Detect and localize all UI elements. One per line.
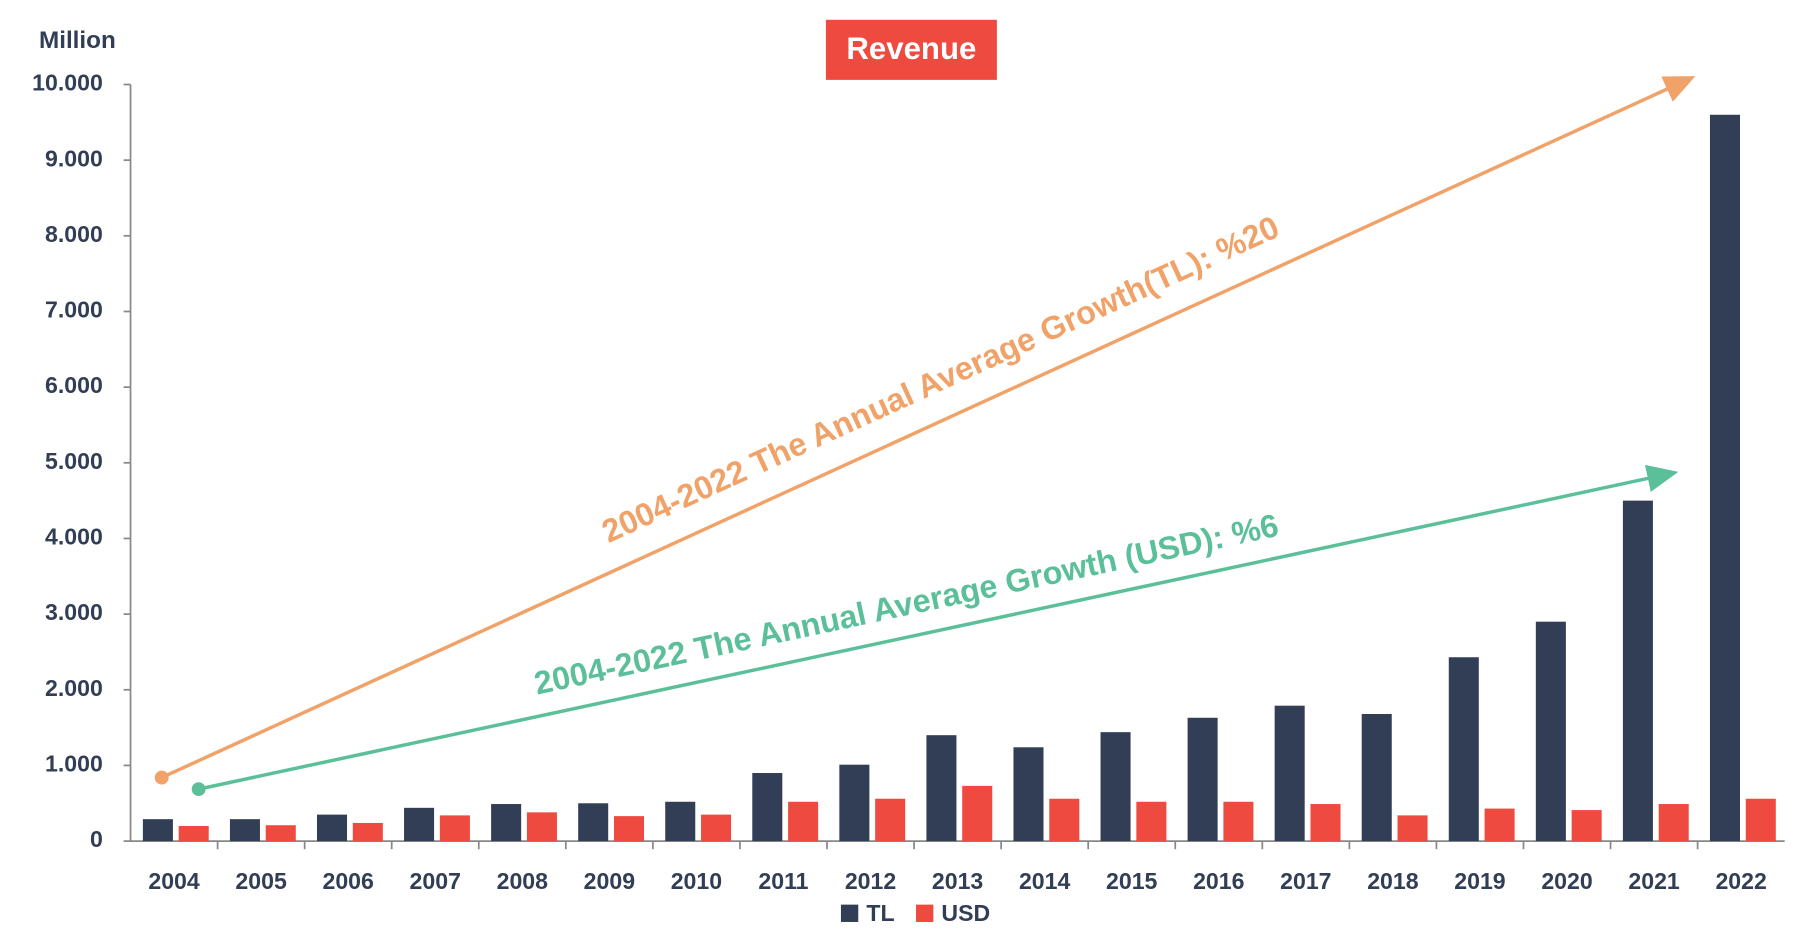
x-tick-label: 2020 [1541,868,1592,894]
x-tick-label: 2004 [148,868,200,894]
bar [1100,732,1131,842]
bar [229,819,260,842]
legend-swatch [916,904,934,922]
bar [1709,114,1740,842]
y-tick-label: 0 [90,826,103,852]
y-tick-label: 9.000 [45,145,103,171]
bar [1274,705,1305,842]
chart-title: Revenue [846,31,976,66]
annotation: 2004-2022 The Annual Average Growth (USD… [531,507,1282,701]
bar [439,815,470,842]
usd-arrow [198,464,1679,791]
legend-label: USD [941,900,990,926]
bar [142,819,173,842]
y-tick-label: 7.000 [45,297,103,323]
x-tick-label: 2007 [410,868,461,894]
bar [578,803,609,842]
usd-arrow-start [191,782,206,797]
y-tick-label: 2.000 [45,675,103,701]
bar [839,764,870,842]
annotation: 2004-2022 The Annual Average Growth(TL):… [596,209,1284,550]
bar [1136,801,1167,842]
bar [1745,798,1776,842]
bar [265,825,296,842]
bar [752,773,783,842]
bar [352,822,383,842]
bar [962,785,993,842]
bar [178,825,209,842]
x-tick-label: 2012 [845,868,896,894]
bar [1622,500,1653,842]
x-tick-label: 2014 [1019,868,1071,894]
legend-swatch [840,904,859,922]
bar [1448,657,1479,842]
title-box [825,19,997,80]
bar [1397,815,1428,842]
bar [1049,798,1080,842]
y-tick-label: 6.000 [45,372,103,398]
y-tick-label: 5.000 [45,448,103,474]
bar [316,814,348,842]
y-tick-label: 1.000 [45,751,103,777]
x-tick-label: 2005 [235,868,287,894]
x-tick-label: 2016 [1193,868,1245,894]
bar [613,816,645,842]
y-tick-label: 10.000 [32,70,103,96]
bar [665,801,696,842]
bar [491,804,522,842]
bar [1658,804,1689,842]
x-tick-label: 2021 [1628,868,1680,894]
bar [701,814,732,842]
bar [1310,804,1341,842]
bar [1361,713,1392,842]
x-tick-label: 2013 [932,868,984,894]
x-tick-label: 2008 [497,868,549,894]
legend-label: TL [866,900,894,926]
bar [526,812,557,842]
y-tick-label: 4.000 [45,524,103,550]
y-unit: Million [39,27,116,54]
bar [788,801,819,842]
tl-arrow [160,75,1696,780]
x-tick-label: 2006 [322,868,374,894]
bar [1013,747,1044,842]
bar [1571,810,1602,842]
bar [404,807,435,842]
bar [1484,808,1515,842]
bar [1187,717,1218,842]
x-tick-label: 2018 [1367,868,1419,894]
bar [1223,801,1254,842]
x-tick-label: 2009 [584,868,635,894]
tl-arrow-start [154,770,169,785]
x-tick-label: 2022 [1715,868,1766,894]
x-tick-label: 2010 [671,868,722,894]
x-tick-label: 2011 [758,868,808,894]
bar [1535,621,1566,842]
y-tick-label: 8.000 [45,221,103,247]
bar [926,735,957,842]
x-tick-label: 2017 [1280,868,1331,894]
y-tick-label: 3.000 [45,599,103,625]
bar [875,798,906,842]
x-tick-label: 2019 [1454,868,1505,894]
x-tick-label: 2015 [1106,868,1158,894]
